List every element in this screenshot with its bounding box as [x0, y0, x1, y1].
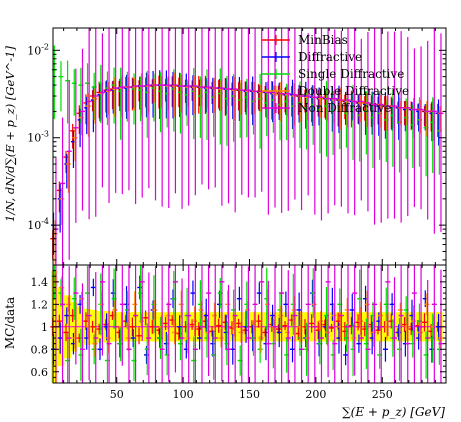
ratio-series-double-diffractive — [52, 272, 443, 357]
top-panel-frame — [52, 27, 447, 266]
x-tick-label: 100 — [173, 388, 194, 401]
y-tick-label: 10-3 — [27, 130, 49, 145]
ratio-series-diffractive — [51, 275, 442, 366]
x-tick-label: 150 — [239, 388, 260, 401]
y-tick-exponent: -3 — [41, 130, 49, 139]
ratio-series-single-diffractive — [51, 265, 442, 383]
legend-label: MinBias — [298, 33, 348, 47]
legend-label: Diffractive — [298, 50, 362, 64]
ratio-y-tick-label: 1.2 — [31, 298, 49, 311]
ratio-y-tick-label: 1.4 — [31, 276, 49, 289]
x-tick-label: 250 — [372, 388, 393, 401]
legend-entry-single-diffractive: Single Diffractive — [262, 67, 404, 81]
data-marks — [50, 28, 446, 383]
y-tick-exponent: -4 — [41, 217, 49, 226]
ratio-y-tick-label: 0.8 — [31, 343, 49, 356]
legend-entry-non-diffractive: Non Diffractive — [262, 101, 391, 115]
ratio-series-non-diffractive — [53, 265, 444, 383]
tick-labels: 50 100 150 200 250 10-4 10-3 10-2 0.6 0.8 1 1.2 1.4 — [27, 42, 393, 401]
tick-marks — [53, 28, 446, 384]
legend-entry-diffractive: Diffractive — [262, 50, 362, 64]
y-tick-exponent: -2 — [41, 42, 49, 51]
legend-label: Double Diffractive — [298, 84, 409, 98]
legend-label: Single Diffractive — [298, 67, 404, 81]
y-axis-label-bottom: MC/data — [3, 297, 17, 349]
y-axis-label-top: 1/N, dN/d∑(E + p_z) [GeV^-1] — [3, 46, 17, 222]
ratio-y-tick-label: 1 — [41, 321, 48, 334]
y-tick-label: 10-2 — [27, 42, 49, 57]
legend-entry-double-diffractive: Double Diffractive — [262, 84, 409, 98]
ratio-y-tick-label: 0.6 — [31, 366, 49, 379]
x-tick-label: 50 — [110, 388, 124, 401]
x-axis-label: ∑(E + p_z) [GeV] — [342, 405, 445, 419]
legend-entry-minbias: MinBias — [262, 33, 348, 47]
legend: MinBias Diffractive Single Diffractive Doub… — [262, 33, 409, 115]
y-tick-label: 10-4 — [27, 217, 49, 232]
x-tick-label: 200 — [305, 388, 326, 401]
legend-label: Non Diffractive — [298, 101, 391, 115]
series-non-diffractive — [53, 28, 444, 265]
